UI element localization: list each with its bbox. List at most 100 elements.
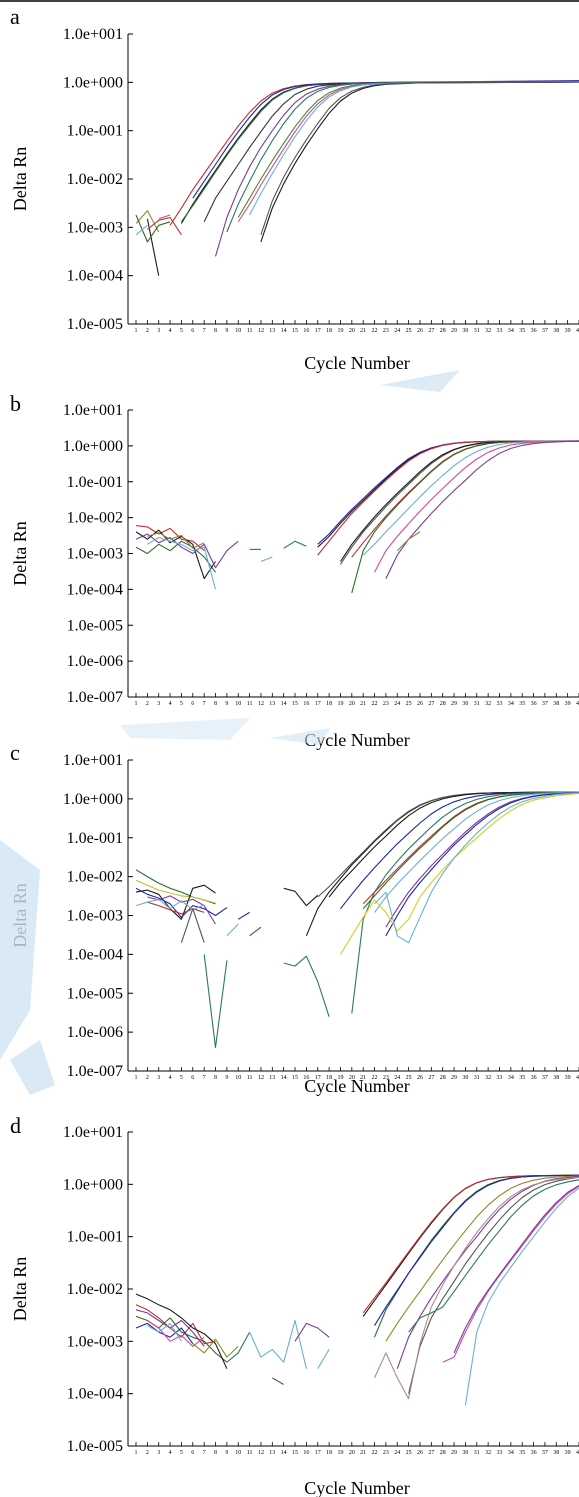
y-tick-label: 1.0e-003	[67, 546, 123, 563]
series-line-c-10	[340, 792, 579, 955]
series-line-b-15	[147, 536, 217, 590]
x-tick-label: 23	[383, 1450, 389, 1456]
x-tick-label: 12	[258, 328, 264, 334]
x-tick-label: 12	[258, 1450, 264, 1456]
y-tick-label: 1.0e-004	[67, 581, 123, 598]
x-tick-label: 9	[225, 1450, 228, 1456]
x-tick-label: 18	[326, 701, 332, 707]
x-tick-label: 20	[349, 1075, 355, 1081]
x-tick-label: 15	[292, 1450, 298, 1456]
series-line-b-8	[374, 440, 579, 573]
x-tick-label: 2	[146, 1075, 149, 1081]
x-tick-label: 15	[292, 1075, 298, 1081]
x-tick-label: 38	[553, 1075, 559, 1081]
y-tick-label: 1.0e+001	[63, 1124, 123, 1141]
series-line-c-11	[374, 792, 579, 944]
x-tick-label: 13	[269, 328, 275, 334]
x-tick-label: 19	[337, 701, 343, 707]
x-tick-label: 25	[406, 1450, 412, 1456]
x-tick-label: 15	[292, 328, 298, 334]
x-axis-label: Cycle Number	[304, 1478, 409, 1497]
y-tick-label: 1.0e-006	[67, 653, 123, 670]
x-tick-label: 37	[542, 328, 548, 334]
series-line-a-0	[180, 80, 579, 224]
x-tick-label: 3	[157, 701, 160, 707]
x-tick-label: 14	[281, 1075, 287, 1081]
series-line-a-17	[135, 224, 148, 236]
series-line-d-24	[317, 1349, 330, 1369]
x-tick-label: 11	[247, 701, 253, 707]
x-tick-label: 16	[303, 1450, 309, 1456]
x-tick-label: 40	[576, 328, 579, 334]
series-line-c-6	[362, 791, 579, 910]
y-tick-label: 1.0e-004	[67, 1386, 123, 1403]
x-tick-label: 4	[169, 328, 172, 334]
x-tick-label: 9	[225, 701, 228, 707]
x-tick-label: 21	[360, 1450, 366, 1456]
series-line-d-4	[385, 1175, 579, 1342]
y-tick-label: 1.0e+001	[63, 402, 123, 419]
series-line-b-5	[351, 440, 579, 558]
y-tick-label: 1.0e-005	[67, 1438, 123, 1455]
x-tick-label: 25	[406, 328, 412, 334]
series-line-b-18	[260, 556, 273, 563]
x-tick-label: 27	[428, 328, 434, 334]
x-tick-label: 36	[531, 1450, 537, 1456]
x-tick-label: 21	[360, 328, 366, 334]
y-tick-label: 1.0e+000	[63, 791, 123, 808]
x-tick-label: 20	[349, 1450, 355, 1456]
x-tick-label: 8	[214, 328, 217, 334]
x-tick-label: 7	[203, 1075, 206, 1081]
x-tick-label: 16	[303, 328, 309, 334]
x-tick-label: 23	[383, 328, 389, 334]
series-line-b-3	[340, 440, 579, 565]
x-tick-label: 1	[135, 1450, 138, 1456]
x-tick-label: 32	[485, 701, 491, 707]
series-line-c-7	[374, 791, 579, 913]
series-line-b-6	[351, 440, 579, 594]
x-tick-label: 20	[349, 328, 355, 334]
y-tick-label: 1.0e-004	[67, 268, 123, 285]
y-tick-label: 1.0e+001	[63, 26, 123, 43]
x-tick-label: 5	[180, 328, 183, 334]
x-tick-label: 11	[247, 1450, 253, 1456]
x-tick-label: 24	[394, 701, 400, 707]
x-tick-label: 37	[542, 1450, 548, 1456]
series-line-c-21	[226, 923, 239, 937]
y-axis-label: Delta Rn	[10, 147, 30, 212]
x-tick-label: 36	[531, 1075, 537, 1081]
x-tick-label: 19	[337, 1450, 343, 1456]
x-tick-label: 17	[315, 1450, 321, 1456]
y-tick-label: 1.0e-002	[67, 510, 123, 527]
y-tick-label: 1.0e-007	[67, 689, 123, 706]
y-axis-label: Delta Rn	[10, 521, 30, 586]
x-tick-label: 32	[485, 1450, 491, 1456]
x-tick-label: 39	[565, 328, 571, 334]
x-tick-label: 34	[508, 1075, 514, 1081]
series-line-a-5	[214, 81, 579, 257]
x-tick-label: 25	[406, 1075, 412, 1081]
series-line-d-6	[408, 1176, 579, 1394]
x-tick-label: 26	[417, 701, 423, 707]
x-tick-label: 40	[576, 701, 579, 707]
x-tick-label: 27	[428, 1450, 434, 1456]
x-tick-label: 17	[315, 328, 321, 334]
x-tick-label: 29	[451, 1075, 457, 1081]
x-tick-label: 9	[225, 1075, 228, 1081]
y-tick-label: 1.0e-007	[67, 1063, 123, 1080]
x-tick-label: 30	[462, 328, 468, 334]
x-tick-label: 38	[553, 701, 559, 707]
x-tick-label: 10	[235, 1450, 241, 1456]
series-line-d-18	[147, 1322, 182, 1342]
series-line-a-10	[260, 81, 579, 243]
x-tick-label: 13	[269, 1075, 275, 1081]
x-tick-label: 8	[214, 1075, 217, 1081]
y-tick-label: 1.0e+001	[63, 752, 123, 769]
x-tick-label: 37	[542, 701, 548, 707]
series-line-a-6	[226, 81, 579, 233]
y-axis-label: Delta Rn	[10, 1257, 30, 1322]
x-tick-label: 2	[146, 1450, 149, 1456]
x-tick-label: 2	[146, 328, 149, 334]
y-tick-label: 1.0e-003	[67, 219, 123, 236]
series-line-c-5	[362, 791, 579, 905]
